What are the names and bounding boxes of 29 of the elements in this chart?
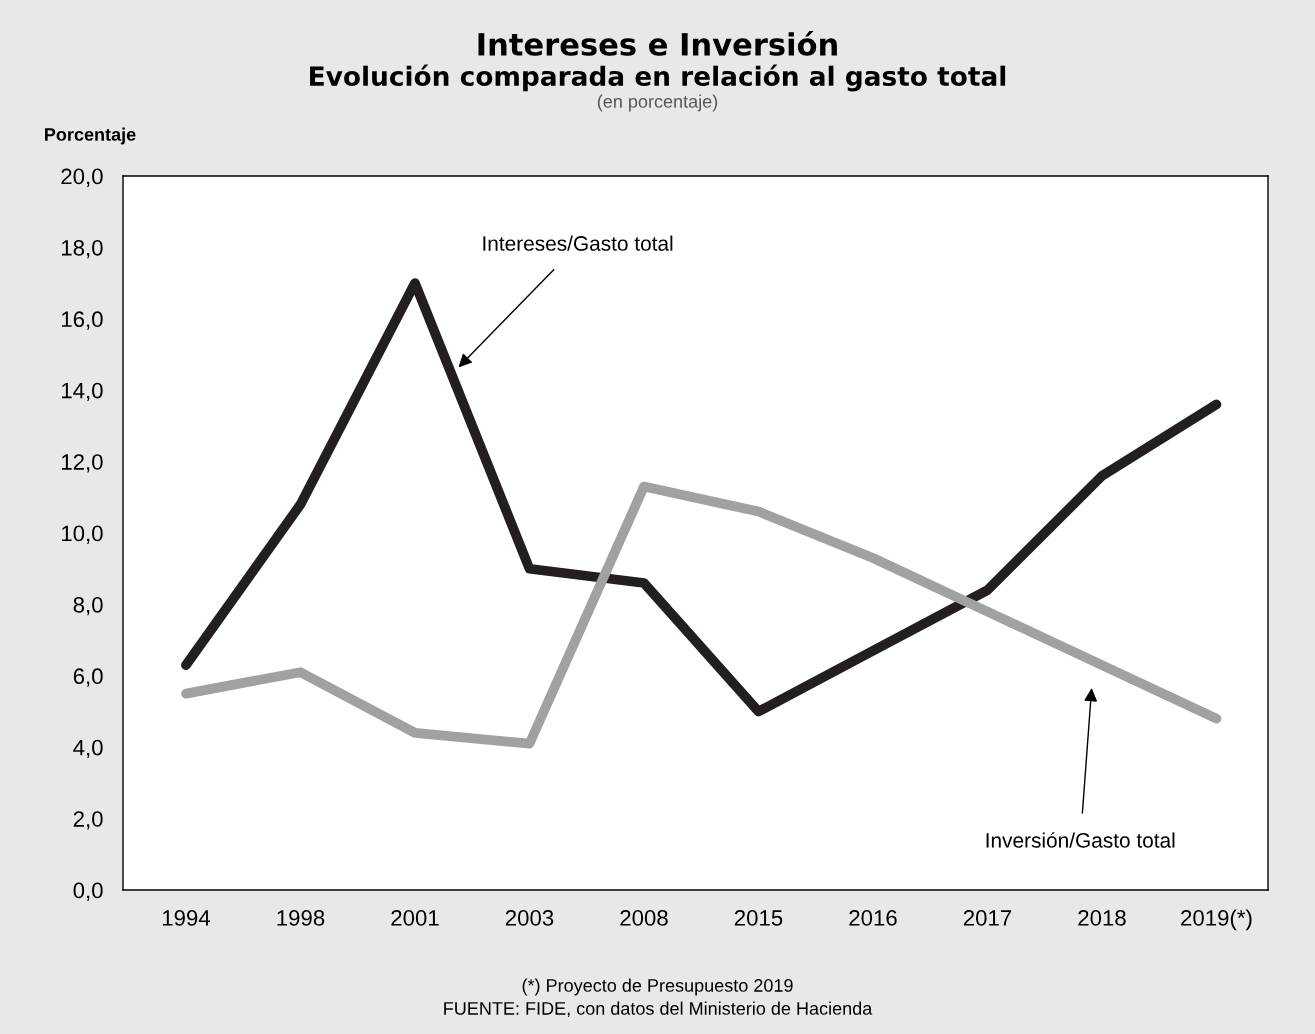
chart-subtitle: Evolución comparada en relación al gasto total	[310, 64, 1006, 92]
x-tick-label: 2017	[963, 910, 1012, 926]
y-tick-label: 20,0	[61, 168, 103, 187]
y-tick-label: 10,0	[62, 525, 103, 544]
text: (*) Proyecto de Presupuesto 2019	[522, 978, 793, 996]
x-tick-label: 2015	[734, 910, 783, 926]
x-tick-label: 2008	[620, 910, 668, 926]
text: (en porcentaje)	[597, 94, 718, 112]
x-tick-label: 2016	[849, 910, 897, 926]
source-note: FUENTE: FIDE, con datos del Ministerio de Hacienda	[444, 1001, 873, 1017]
x-tick-label: 2003	[505, 910, 554, 926]
y-axis-title: Porcentaje	[45, 127, 136, 145]
x-tick-label: 1994	[162, 910, 211, 926]
x-tick-label: 2018	[1078, 910, 1126, 926]
y-tick-label: 12,0	[62, 454, 103, 473]
text: Inversión/Gasto total	[986, 832, 1175, 848]
text: Intereses/Gasto total	[483, 235, 673, 251]
chart-title: Intereses e Inversión	[478, 30, 837, 56]
y-tick-label: 6,0	[73, 668, 103, 687]
y-tick-label: 8,0	[73, 596, 103, 616]
x-tick-label: 2001	[391, 910, 439, 926]
y-tick-label: 2,0	[73, 811, 103, 830]
y-tick-label: 18,0	[62, 239, 103, 259]
x-tick-label: 1998	[277, 910, 325, 926]
y-tick-label: 4,0	[73, 739, 103, 759]
y-tick-label: 0,0	[73, 882, 103, 901]
x-tick-label: 2019(*)	[1181, 909, 1252, 931]
y-tick-label: 16,0	[62, 311, 103, 330]
y-tick-label: 14,0	[62, 382, 103, 402]
